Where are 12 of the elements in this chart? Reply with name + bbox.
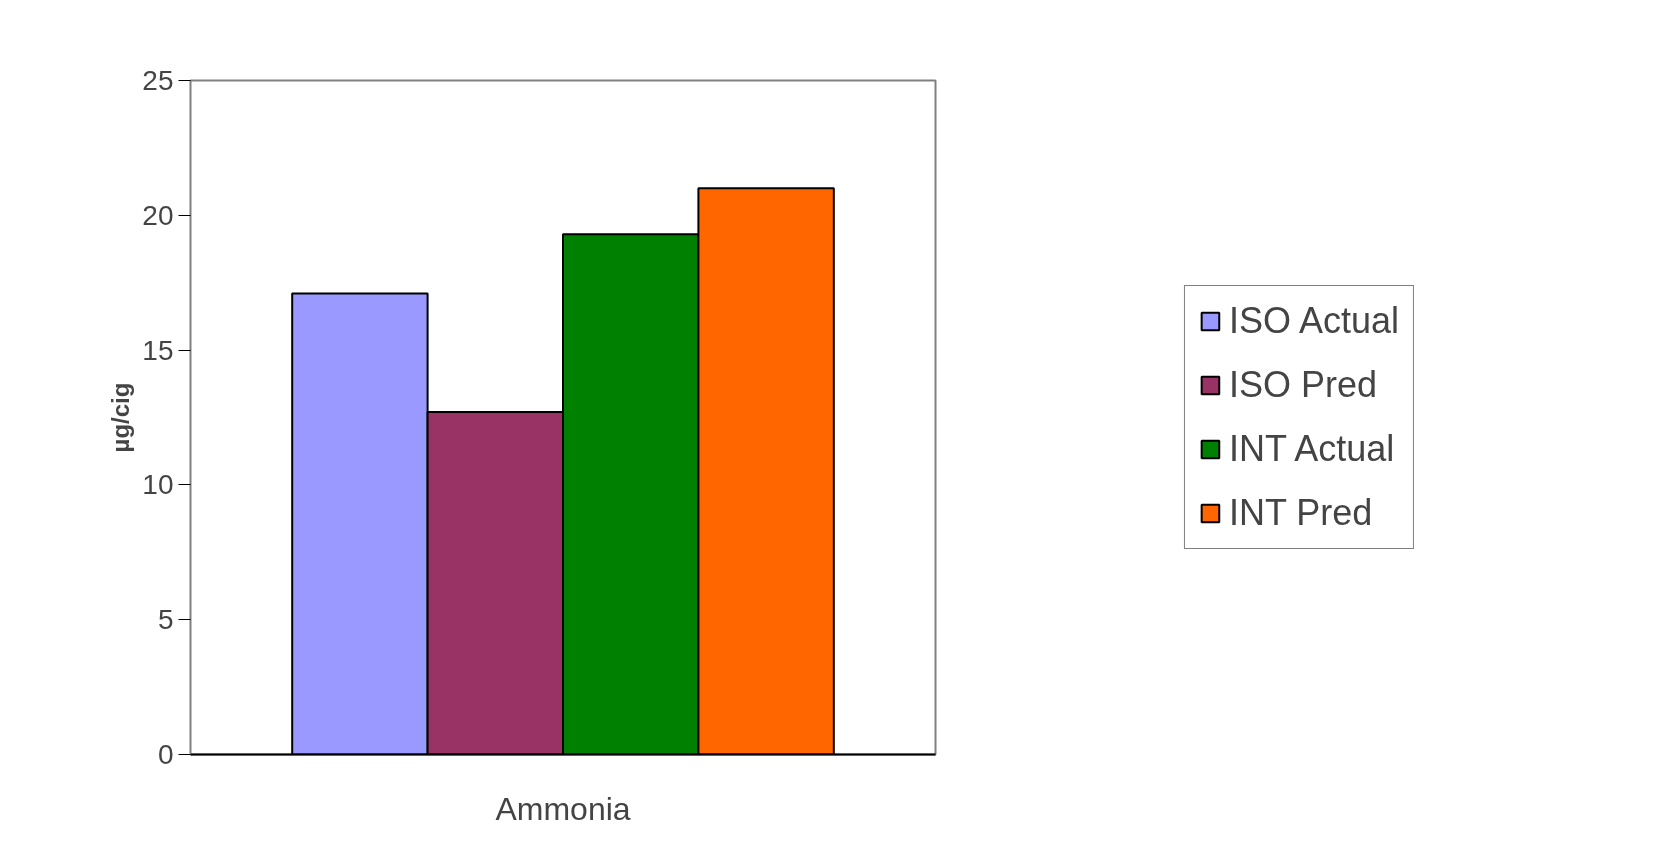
x-tick-label: Ammonia bbox=[495, 790, 631, 827]
y-tick-label: 15 bbox=[142, 334, 174, 366]
y-tick-label: 0 bbox=[157, 739, 174, 770]
y-axis-title: µg/cig bbox=[107, 382, 135, 453]
legend-label: ISO Actual bbox=[1228, 300, 1400, 342]
y-tick-label: 10 bbox=[142, 469, 174, 501]
legend-label: INT Actual bbox=[1228, 428, 1395, 470]
legend-label: ISO Pred bbox=[1228, 364, 1378, 406]
legend-label: INT Pred bbox=[1228, 492, 1373, 534]
y-tick-label: 20 bbox=[142, 199, 174, 231]
y-tick-label: 5 bbox=[157, 604, 174, 636]
y-tick-label: 25 bbox=[142, 65, 174, 96]
